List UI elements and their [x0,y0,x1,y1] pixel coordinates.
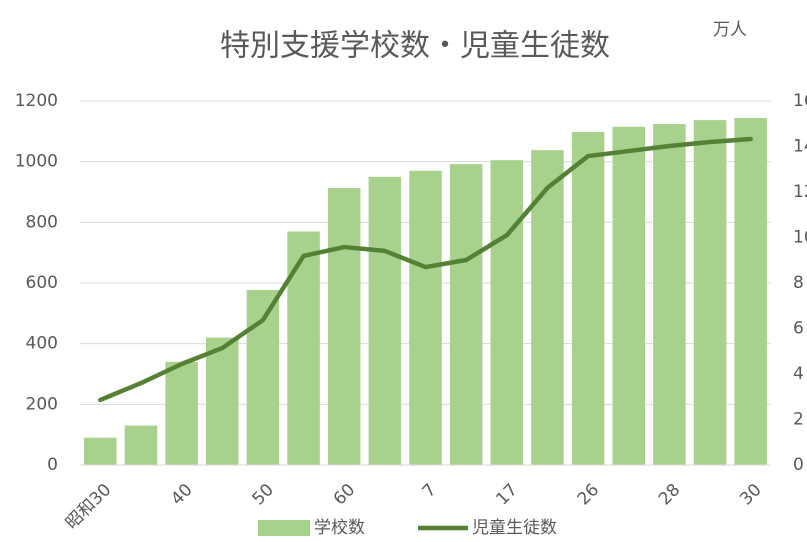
bar [531,150,564,465]
bar [612,126,645,466]
bar [571,131,605,465]
bar [368,176,402,466]
y-tick-label: 1200 [15,91,58,111]
y-tick-label: 200 [26,394,58,414]
bar [734,117,767,465]
x-tick-label: 40 [167,480,196,509]
y2-tick-label: 6 [793,319,804,339]
y2-unit: 万人 [713,20,747,40]
bar [449,164,483,466]
y2-tick-label: 12 [793,182,807,202]
bar [287,231,320,465]
y2-tick-label: 8 [793,273,804,293]
bar [409,170,442,465]
line [98,136,753,403]
legend-label: 学校数 [314,518,365,538]
y2-tick-label: 14 [793,137,807,157]
bar [206,337,239,465]
y-tick-label: 600 [26,273,58,293]
x-tick-label: 50 [249,480,278,509]
legend-label: 児童生徒数 [472,518,557,538]
y2-tick-label: 16 [793,91,807,111]
bar [84,437,117,465]
x-tick-label: 7 [419,480,441,502]
y-tick-label: 0 [47,455,58,475]
bar [490,160,524,465]
y2-tick-label: 10 [793,228,807,248]
x-tick-label: 30 [736,480,765,509]
y2-tick-label: 0 [793,455,804,475]
chart-title: 特別支援学校数・児童生徒数 [220,29,610,64]
bar [693,120,727,466]
y-tick-label: 1000 [15,152,58,172]
y-tick-label: 400 [26,334,58,354]
x-tick-label: 昭和30 [62,480,115,533]
bar [653,124,686,465]
x-tick-label: 28 [655,480,684,509]
y-tick-label: 800 [26,212,58,232]
y2-tick-label: 2 [793,410,804,430]
bar [327,188,361,465]
legend-swatch [258,520,310,536]
x-tick-label: 26 [574,480,603,509]
bar [124,425,158,465]
bar [165,361,198,465]
x-tick-label: 17 [492,480,521,509]
x-tick-label: 60 [330,480,359,509]
y2-tick-label: 4 [793,364,804,384]
